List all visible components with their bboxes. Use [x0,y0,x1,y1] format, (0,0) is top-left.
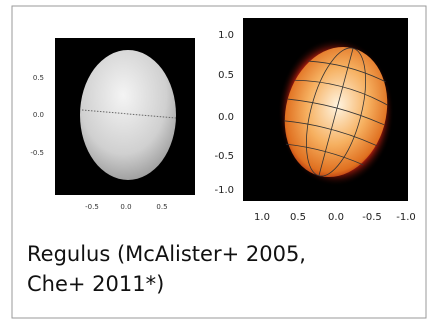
y-tick-label: -1.0 [214,185,234,196]
y-tick-label: -0.5 [30,149,44,157]
y-tick-label: 0.0 [33,111,44,119]
y-tick-label: 0.5 [33,74,44,82]
y-tick-label: 0.5 [218,70,234,81]
x-tick-label: 0.5 [290,212,306,223]
slide: 0.5 0.0 -0.5 -0.5 0.0 0.5 1.0 0.5 0.0 -0… [0,0,438,319]
right-image [243,18,408,201]
x-tick-label: -0.5 [85,203,99,211]
x-tick-label: -1.0 [396,212,416,223]
left-image [55,38,195,195]
x-tick-label: 1.0 [254,212,270,223]
y-tick-label: -0.5 [214,151,234,162]
y-tick-label: 0.0 [218,112,234,123]
caption-line: Che+ 2011*) [27,272,164,296]
x-tick-label: 0.0 [120,203,131,211]
x-tick-label: -0.5 [362,212,382,223]
y-tick-label: 1.0 [218,30,234,41]
x-tick-label: 0.0 [328,212,344,223]
x-tick-label: 0.5 [156,203,167,211]
caption-line: Regulus (McAlister+ 2005, [27,242,306,266]
